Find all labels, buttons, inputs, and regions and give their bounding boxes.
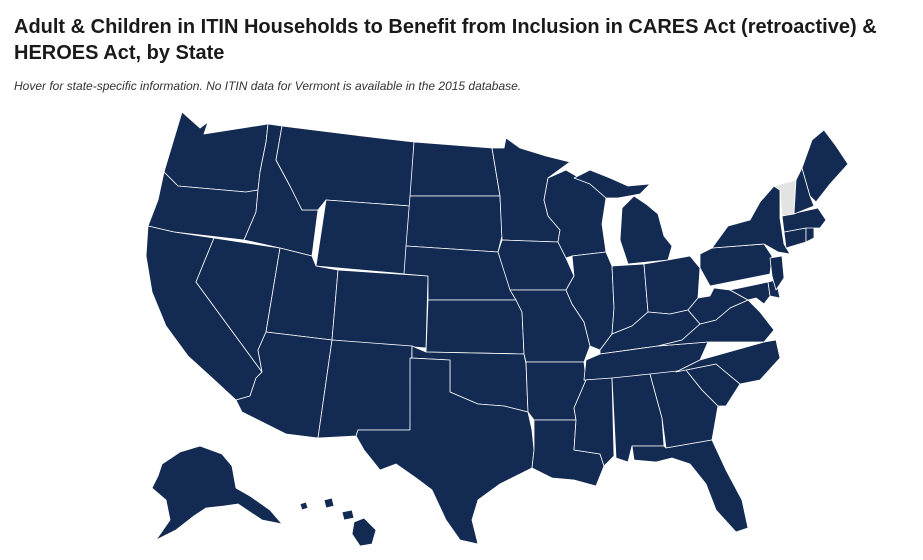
state-alaska[interactable] <box>151 445 283 541</box>
state-mississippi[interactable] <box>573 377 615 467</box>
page-title: Adult & Children in ITIN Households to B… <box>14 16 877 64</box>
state-west-virginia[interactable] <box>687 287 749 325</box>
state-pennsylvania[interactable] <box>699 243 773 287</box>
state-florida[interactable] <box>631 439 749 533</box>
state-hawaii[interactable] <box>299 497 377 547</box>
state-new-mexico[interactable] <box>317 339 413 439</box>
state-maine[interactable] <box>801 129 849 203</box>
state-washington[interactable] <box>163 111 269 193</box>
state-texas[interactable] <box>355 357 535 545</box>
state-colorado[interactable] <box>331 269 429 349</box>
state-new-york[interactable] <box>711 185 791 255</box>
state-illinois[interactable] <box>565 251 615 351</box>
state-kansas[interactable] <box>425 299 525 355</box>
state-north-dakota[interactable] <box>409 141 501 197</box>
state-south-dakota[interactable] <box>405 195 503 253</box>
state-michigan[interactable] <box>619 195 673 265</box>
state-north-carolina[interactable] <box>675 339 781 385</box>
page-subtitle: Hover for state-specific information. No… <box>14 79 522 93</box>
state-montana[interactable] <box>275 125 415 211</box>
state-new-jersey[interactable] <box>769 255 785 291</box>
state-new-hampshire[interactable] <box>793 167 815 215</box>
state-wyoming[interactable] <box>315 199 411 275</box>
state-vermont[interactable] <box>773 179 797 217</box>
state-michigan-upper[interactable] <box>573 169 651 199</box>
